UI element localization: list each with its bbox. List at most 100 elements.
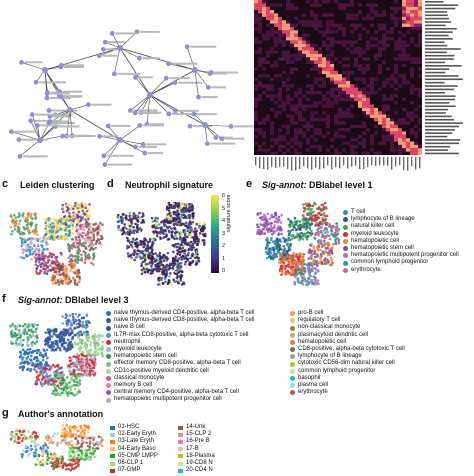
umap-point (154, 227, 157, 230)
umap-point (101, 341, 104, 344)
umap-point (56, 273, 59, 276)
heatmap-cell (370, 3, 374, 6)
umap-point (39, 363, 42, 366)
umap-point (149, 238, 152, 241)
heatmap-cell (406, 44, 410, 47)
umap-point (287, 263, 290, 266)
umap-point (49, 218, 52, 221)
umap-point (284, 252, 287, 255)
umap-point (85, 372, 88, 375)
heatmap-cell (354, 145, 358, 148)
umap-point (292, 252, 295, 255)
umap-point (274, 220, 277, 223)
umap-point (39, 237, 42, 240)
tree-node-label-placeholder (102, 55, 117, 57)
heatmap-cell (406, 57, 410, 60)
heatmap-cell (370, 44, 374, 47)
umap-point (195, 233, 198, 236)
legend-entry: myeloid leukocyte (106, 346, 255, 353)
umap-point (83, 229, 86, 232)
heatmap-cell (274, 74, 278, 77)
umap-point (57, 334, 60, 337)
umap-point (54, 377, 57, 380)
umap-point (64, 229, 67, 232)
umap-point (314, 283, 317, 286)
legend-entry: memory B cell (106, 382, 255, 389)
umap-point (29, 370, 32, 373)
umap-point (173, 238, 176, 241)
legend-entry: IL7R-max CD8-positive, alpha-beta cytoto… (106, 332, 255, 339)
umap-point (180, 279, 183, 282)
umap-point (68, 212, 71, 215)
heatmap-cell (418, 91, 422, 94)
umap-point (266, 224, 269, 227)
heatmap-cell (274, 111, 278, 114)
umap-point (198, 260, 201, 263)
heatmap-cell (418, 10, 422, 13)
tree-node (229, 124, 234, 129)
heatmap-cell (402, 135, 406, 138)
heatmap-row-label-placeholder (425, 21, 451, 23)
heatmap-cell (322, 94, 326, 97)
umap-point (298, 256, 301, 259)
umap-point (49, 269, 52, 272)
tree-node-label-placeholder (142, 57, 159, 59)
heatmap-cell (358, 10, 362, 13)
heatmap-col-label-placeholder (367, 157, 368, 167)
umap-point (328, 223, 331, 226)
umap-point (299, 228, 302, 231)
umap-point (68, 386, 71, 389)
heatmap-cell (354, 47, 358, 50)
heatmap-cell (410, 131, 414, 134)
heatmap-cell (374, 10, 378, 13)
tree-node-label-placeholder (64, 64, 84, 66)
heatmap-cell (314, 81, 318, 84)
umap-point (11, 336, 14, 339)
heatmap-cell (254, 84, 258, 87)
heatmap-cell (282, 27, 286, 30)
tree-edge (120, 48, 150, 95)
umap-point (196, 243, 199, 246)
umap-point (70, 377, 73, 380)
heatmap-cell (338, 40, 342, 43)
tree-hub-node (42, 67, 48, 73)
umap-point (68, 250, 71, 253)
umap-point (280, 233, 283, 236)
heatmap-cell (262, 135, 266, 138)
umap-point (83, 224, 86, 227)
heatmap-cell (418, 57, 422, 60)
heatmap-cell (286, 131, 290, 134)
umap-point (68, 215, 71, 218)
umap-point (130, 220, 133, 223)
heatmap-cell (406, 138, 410, 141)
heatmap-cell (414, 148, 418, 151)
umap-point (131, 239, 134, 242)
heatmap-cell (350, 84, 354, 87)
umap-point (175, 271, 178, 274)
legend-label: lymphocyte of B lineage (351, 216, 415, 223)
umap-point (303, 207, 306, 210)
heatmap-cell (322, 84, 326, 87)
heatmap-cell (394, 88, 398, 91)
heatmap-cell (342, 78, 346, 81)
umap-point (31, 351, 34, 354)
heatmap-cell (398, 44, 402, 47)
umap-point (168, 275, 171, 278)
tree-node-label-placeholder (190, 46, 216, 48)
umap-point (180, 222, 183, 225)
umap-point (320, 253, 323, 256)
heatmap-cell (410, 57, 414, 60)
heatmap-cell (298, 118, 302, 121)
tree-node-label-placeholder (22, 139, 48, 141)
umap-point (10, 333, 13, 336)
umap-point (268, 247, 271, 250)
tree-node-label-placeholder (148, 152, 163, 154)
umap-point (324, 202, 327, 205)
umap-point (189, 220, 192, 223)
umap-point (79, 224, 82, 227)
umap-point (283, 256, 286, 259)
umap-point (74, 388, 77, 391)
heatmap-cell (394, 128, 398, 131)
heatmap-cell (266, 84, 270, 87)
heatmap-cell (398, 135, 402, 138)
